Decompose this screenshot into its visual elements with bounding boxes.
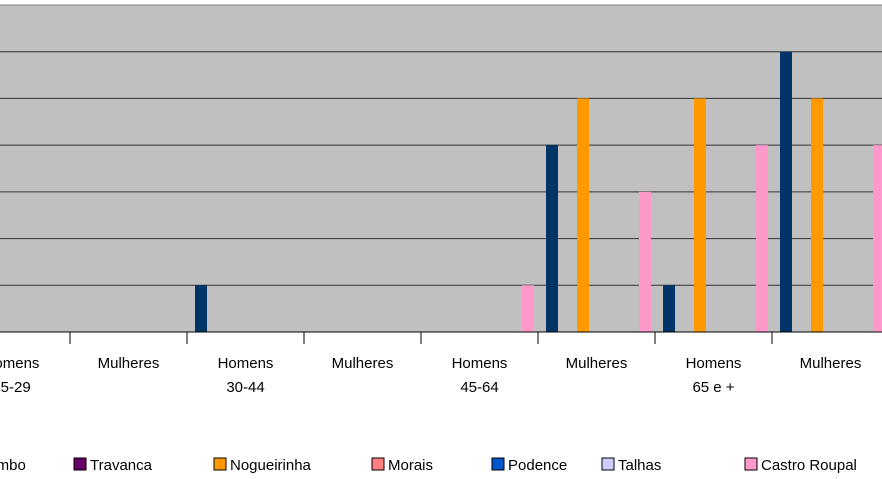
bar [546,145,558,332]
x-tick-label-line: Homens [452,355,508,372]
bar [811,98,823,332]
legend-swatch [371,457,385,471]
x-tick-label: Homens 30-44 [218,355,274,396]
legend-label: Castro Roupal [761,457,857,474]
x-tick-label: Homens 65 e + [686,355,742,396]
legend-swatch [491,457,505,471]
x-tick-label: Mulheres [332,355,394,372]
legend-label: Lombo [0,457,26,474]
bar [873,145,882,332]
x-tick-label: Mulheres [800,355,862,372]
x-tick-label: Mulheres [98,355,160,372]
bar [780,51,792,332]
bar [195,285,207,332]
legend-label: Morais [388,457,433,474]
x-tick-label: Homens 15-29 [0,355,39,396]
legend-swatch [744,457,758,471]
bar [522,285,534,332]
x-tick-label-line: Homens [218,355,274,372]
legend-swatch [73,457,87,471]
x-tick-label: Homens 45-64 [452,355,508,396]
x-tick-label-line: 15-29 [0,379,31,396]
x-tick-label-line: Homens [0,355,39,372]
legend-label: Nogueirinha [230,457,312,474]
bar [639,191,651,332]
legend-swatch [601,457,615,471]
legend-label: Talhas [618,457,661,474]
bar [577,98,589,332]
legend-label: Travanca [90,457,153,474]
x-tick-label: Mulheres [566,355,628,372]
x-tick-label-line: 45-64 [460,379,498,396]
plot-area [0,5,882,332]
x-tick-label-line: 30-44 [226,379,264,396]
bar [663,285,675,332]
x-tick-label-line: 65 e + [692,379,734,396]
legend-swatch [213,457,227,471]
legend-label: Podence [508,457,567,474]
bar [756,145,768,332]
x-tick-label-line: Homens [686,355,742,372]
bar [694,98,706,332]
